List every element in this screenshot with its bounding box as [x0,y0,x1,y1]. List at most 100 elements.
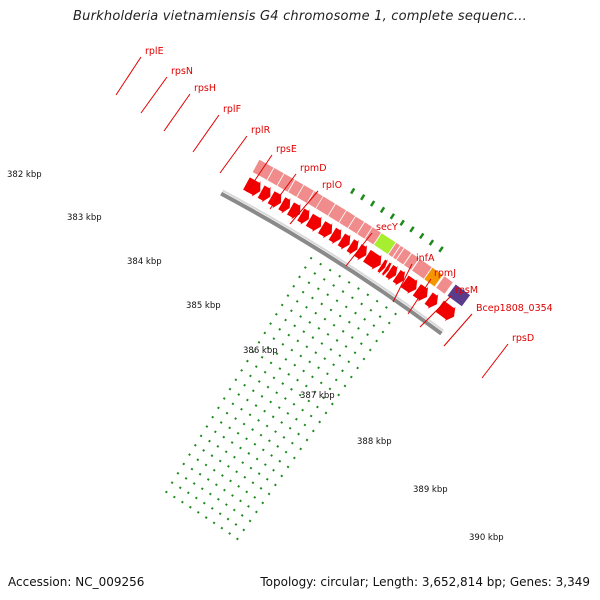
cds-arrow [363,249,382,270]
gene-segment [396,248,412,265]
gene-segment-next [447,284,471,307]
cds-arrow [377,259,389,274]
gene-label-rpsN: rpsN [171,66,193,77]
gene-label-leader [345,232,373,267]
gene-segment [252,159,274,180]
gene-label-rplE: rplE [145,46,164,57]
gene-label-Bcep1808_0354: Bcep1808_0354 [476,303,553,314]
gene-segment [348,216,365,234]
kbp-tick [360,194,366,201]
cds-arrow [305,213,322,232]
map-title: Burkholderia vietnamiensis G4 chromosome… [73,9,527,24]
kbp-grid-line [203,287,360,522]
gene-segment [412,259,432,279]
cds-arrow [257,185,271,203]
kbp-label: 387 kbp [300,391,335,401]
cds-arrow [318,221,333,239]
gene-label-secY: secY [376,222,398,233]
cds-arrow [243,177,261,197]
gene-label-rpsD: rpsD [512,333,534,344]
gene-segment [339,210,356,228]
gene-segment [357,222,372,239]
gene-label-leader [481,343,509,379]
gene-segment [307,191,323,209]
backbone [220,189,445,336]
gene-label-leader [407,278,432,315]
kbp-label: 389 kbp [413,485,448,495]
cds-arrow [381,261,393,277]
gene-label-leader [289,190,319,225]
kbp-grid-line [163,256,313,496]
kbp-grid-line [226,306,388,538]
backbone-line [220,191,443,336]
gene-segment [288,180,304,197]
cds-arrow [278,197,291,214]
gene-label-leader [115,56,142,96]
kbp-grid-line [171,262,323,501]
cds-arrow [400,275,418,294]
cds-arrow [346,239,359,255]
gene-segment [404,253,419,270]
cds-arrow [328,227,342,244]
gene-label-leader [246,154,273,193]
gene-label-leader [163,93,191,132]
kbp-grid-line [210,293,370,527]
cds-arrow [354,244,367,261]
gene-segment [436,276,453,294]
cds-arrow [337,233,351,250]
gene-label-leader [443,313,473,347]
gene-label-leader [140,76,168,114]
genome-map[interactable]: 382 kbp 383 kbp 384 kbp 385 kbp 386 kbp … [0,0,600,570]
kbp-tick [399,219,405,226]
gene-segment-secY [374,233,396,254]
kbp-tick [389,213,396,220]
gene-label-rpsE: rpsE [276,144,297,155]
backbone-highlight [222,189,445,332]
gene-label-rpsH: rpsH [194,83,216,94]
kbp-label: 386 kbp [243,346,278,356]
kbp-tick [379,206,386,214]
gene-label-leader [192,114,220,153]
kbp-label: 382 kbp [7,170,42,180]
gene-segment [393,245,404,260]
cds-arrow [424,292,439,309]
kbp-label: 385 kbp [186,301,221,311]
kbp-grid [163,187,444,543]
kbp-label: 388 kbp [357,437,392,447]
kbp-label: 384 kbp [127,257,162,267]
gene-segment [267,168,284,186]
cds-arrow [392,270,406,286]
gene-segment [328,204,346,223]
kbp-tick [369,200,376,207]
cds-arrow [297,208,310,225]
gene-segment [277,173,295,192]
kbp-label: 390 kbp [469,533,504,543]
gene-label-infA: infA [416,253,435,264]
gene-label-rpmJ: rpmJ [434,268,456,279]
gene-label-leader [392,263,413,303]
cds-track [243,177,456,321]
kbp-tick [428,239,435,246]
gene-label-leader [219,135,248,174]
gene-label-leader [269,173,297,210]
gene-label-rplR: rplR [251,125,271,136]
kbp-tick [350,187,356,195]
cds-arrow [267,191,282,209]
gene-label-rpsM: rpsM [455,285,478,296]
kbp-tick [438,246,444,253]
kbp-grid-line [218,299,379,533]
gene-label-leader [419,295,452,328]
gene-segment [316,196,335,216]
gene-segment [365,227,381,245]
kbp-tick [409,226,415,233]
gene-labels [115,56,509,379]
kbp-label: 383 kbp [67,213,102,223]
gene-label-rpmD: rpmD [300,163,327,174]
gene-segment [388,242,400,257]
kbp-tick [418,232,425,240]
cds-arrow [385,265,398,281]
topology-summary: Topology: circular; Length: 3,652,814 bp… [260,575,590,589]
gene-label-rplO: rplO [322,180,342,191]
gene-segment [297,185,314,203]
cds-arrow [435,300,456,321]
